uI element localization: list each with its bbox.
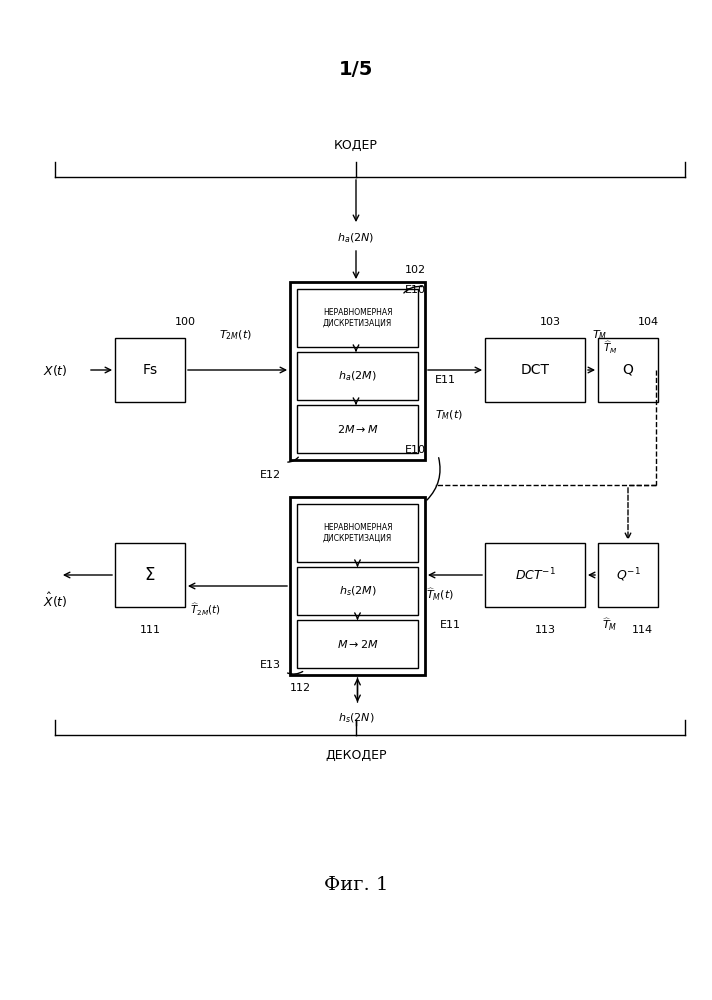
Text: $T_M(t)$: $T_M(t)$	[435, 408, 463, 422]
Text: 113: 113	[535, 625, 555, 635]
Text: 1/5: 1/5	[339, 60, 373, 79]
FancyBboxPatch shape	[297, 352, 418, 400]
FancyBboxPatch shape	[115, 543, 185, 607]
FancyBboxPatch shape	[297, 567, 418, 615]
Text: Фиг. 1: Фиг. 1	[324, 876, 388, 894]
Text: $DCT^{-1}$: $DCT^{-1}$	[515, 567, 555, 583]
FancyBboxPatch shape	[297, 620, 418, 668]
Text: $T_{2M}(t)$: $T_{2M}(t)$	[219, 328, 251, 342]
Text: $\widehat{T}_M$: $\widehat{T}_M$	[603, 340, 617, 356]
Text: 111: 111	[140, 625, 160, 635]
Text: E11: E11	[435, 375, 456, 385]
Text: $\widehat{T}_M$: $\widehat{T}_M$	[602, 617, 618, 633]
Text: 104: 104	[637, 317, 659, 327]
Text: $Q^{-1}$: $Q^{-1}$	[616, 566, 640, 584]
Text: НЕРАВНОМЕРНАЯ
ДИСКРЕТИЗАЦИЯ: НЕРАВНОМЕРНАЯ ДИСКРЕТИЗАЦИЯ	[323, 308, 392, 328]
Text: $\Sigma$: $\Sigma$	[145, 566, 156, 584]
Text: $M \rightarrow 2M$: $M \rightarrow 2M$	[337, 638, 378, 650]
Text: $h_s(2M)$: $h_s(2M)$	[339, 584, 377, 598]
Text: E10: E10	[405, 285, 426, 295]
FancyBboxPatch shape	[290, 282, 425, 460]
FancyBboxPatch shape	[598, 338, 658, 402]
Text: $2M \rightarrow M$: $2M \rightarrow M$	[337, 423, 378, 435]
FancyBboxPatch shape	[297, 289, 418, 347]
Text: 103: 103	[540, 317, 560, 327]
Text: DCT: DCT	[520, 363, 550, 377]
Text: НЕРАВНОМЕРНАЯ
ДИСКРЕТИЗАЦИЯ: НЕРАВНОМЕРНАЯ ДИСКРЕТИЗАЦИЯ	[323, 523, 392, 543]
Text: Fs: Fs	[142, 363, 157, 377]
Text: ДЕКОДЕР: ДЕКОДЕР	[325, 748, 387, 762]
FancyBboxPatch shape	[290, 497, 425, 675]
FancyBboxPatch shape	[297, 405, 418, 453]
Text: $T_M$: $T_M$	[592, 328, 607, 342]
FancyBboxPatch shape	[598, 543, 658, 607]
Text: E11: E11	[440, 620, 461, 630]
FancyBboxPatch shape	[115, 338, 185, 402]
Text: E12: E12	[259, 470, 281, 480]
Text: $h_s(2N)$: $h_s(2N)$	[337, 711, 375, 725]
Text: $h_a(2M)$: $h_a(2M)$	[338, 369, 377, 383]
Text: 112: 112	[290, 683, 310, 693]
Text: 102: 102	[405, 265, 426, 275]
Text: E13: E13	[259, 660, 281, 670]
Text: 114: 114	[632, 625, 653, 635]
Text: $h_a(2N)$: $h_a(2N)$	[337, 231, 375, 245]
Text: 100: 100	[174, 317, 196, 327]
Text: $\widehat{T}_M(t)$: $\widehat{T}_M(t)$	[426, 587, 454, 603]
Text: E10: E10	[405, 445, 426, 455]
Text: Q: Q	[622, 363, 634, 377]
Text: $X(t)$: $X(t)$	[43, 362, 68, 377]
Text: $\hat{X}(t)$: $\hat{X}(t)$	[43, 590, 68, 610]
FancyBboxPatch shape	[485, 543, 585, 607]
FancyBboxPatch shape	[297, 504, 418, 562]
Text: КОДЕР: КОДЕР	[334, 138, 378, 151]
Text: $\widehat{T}_{2M}(t)$: $\widehat{T}_{2M}(t)$	[189, 602, 221, 618]
FancyBboxPatch shape	[485, 338, 585, 402]
